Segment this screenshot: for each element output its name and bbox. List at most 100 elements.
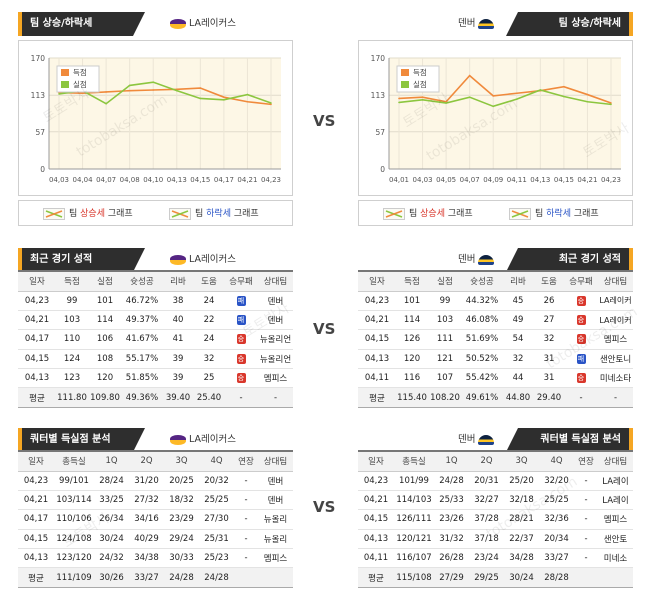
table-cell: 33/25 bbox=[94, 490, 129, 511]
table-cell: 28/21 bbox=[504, 509, 539, 530]
x-tick-label: 04,23 bbox=[261, 176, 281, 184]
table-cell: 31/20 bbox=[129, 471, 164, 491]
table-cell: 26 bbox=[534, 291, 564, 311]
up-trend-graph-icon bbox=[383, 207, 405, 220]
table-cell: 32 bbox=[194, 349, 224, 370]
table-cell: - bbox=[234, 548, 258, 569]
win-badge-icon: 승 bbox=[576, 295, 586, 306]
data-point bbox=[270, 102, 272, 104]
up-trend-legend: 팀 상승세 그래프 bbox=[383, 207, 473, 221]
column-header: 2Q bbox=[469, 450, 504, 472]
table-cell: 31 bbox=[534, 368, 564, 389]
table-cell: 30/26 bbox=[94, 567, 129, 588]
table-cell: 115.40 bbox=[396, 387, 428, 408]
y-tick-label: 57 bbox=[375, 128, 385, 137]
average-row: 평균 111/109 30/26 33/27 24/28 24/28 bbox=[18, 567, 293, 588]
table-cell: 116/107 bbox=[394, 548, 434, 569]
table-cell bbox=[574, 567, 598, 588]
quarter-header-left: 쿼터별 득실점 분석 LA레이커스 bbox=[18, 428, 293, 452]
table-cell: 승 bbox=[564, 368, 598, 389]
table-cell: 승 bbox=[564, 329, 598, 350]
table-cell: 승 bbox=[224, 368, 258, 389]
x-tick-label: 04,07 bbox=[460, 176, 480, 184]
table-cell: 29.40 bbox=[534, 387, 564, 408]
table-cell: 25.40 bbox=[194, 387, 224, 408]
table-cell: LA레이 bbox=[598, 490, 633, 511]
table-row: 04,23 99 101 46.72% 38 24 패 덴버 bbox=[18, 291, 293, 311]
table-cell: 25/25 bbox=[199, 490, 234, 511]
table-cell: 99/101 bbox=[54, 471, 94, 491]
table-cell: 패 bbox=[224, 310, 258, 331]
table-cell: 뉴올리언 bbox=[258, 329, 293, 350]
win-badge-icon: 승 bbox=[236, 353, 246, 364]
table-cell: 116 bbox=[396, 368, 428, 389]
table-cell: 평균 bbox=[18, 567, 54, 588]
data-point bbox=[563, 85, 565, 88]
table-cell: 49.61% bbox=[462, 387, 502, 408]
table-row: 04,21 114/103 25/33 32/27 32/18 25/25- LA레이 bbox=[358, 490, 633, 511]
chart-panel-left: 170 113 57 0 04,03 04,04 04,07 04,08 04,10 04,13 0… bbox=[18, 40, 293, 196]
table-row: 04,15 124/108 30/24 40/29 29/24 25/31- 뉴올리 bbox=[18, 529, 293, 550]
legend-swatch bbox=[61, 81, 69, 88]
table-cell: 25/20 bbox=[504, 471, 539, 491]
table-cell: 41 bbox=[162, 329, 194, 350]
table-cell: 25/25 bbox=[539, 490, 574, 511]
x-tick-label: 04,08 bbox=[120, 176, 140, 184]
data-point bbox=[563, 95, 565, 98]
data-point bbox=[610, 103, 612, 106]
table-cell: 30/24 bbox=[94, 529, 129, 550]
quarter-table-lakers: 일자 총득실 1Q 2Q 3Q 4Q 연장 상대팀 04,23 99/101 28/24 31/20… bbox=[18, 450, 293, 588]
table-cell: 20/34 bbox=[539, 529, 574, 550]
x-tick-label: 04,07 bbox=[96, 176, 116, 184]
table-cell: 50.52% bbox=[462, 349, 502, 370]
data-point bbox=[105, 91, 107, 93]
column-header: 3Q bbox=[164, 450, 199, 472]
data-point bbox=[515, 98, 518, 100]
average-row: 평균 111.80 109.80 49.36% 39.40 25.40- - bbox=[18, 387, 293, 408]
up-trend-legend: 팀 상승세 그래프 bbox=[43, 207, 133, 221]
x-tick-label: 04,01 bbox=[389, 176, 409, 184]
table-cell: - bbox=[234, 490, 258, 511]
series-line-score bbox=[58, 87, 272, 106]
table-cell: 123 bbox=[56, 368, 88, 389]
table-cell: 23/29 bbox=[164, 509, 199, 530]
data-point bbox=[468, 96, 471, 98]
table-cell: 27/30 bbox=[199, 509, 234, 530]
table-cell: 23/26 bbox=[434, 509, 469, 530]
table-row: 04,13 120/121 31/32 37/18 22/37 20/34- 샌안토 bbox=[358, 529, 633, 550]
table-cell: 124/108 bbox=[54, 529, 94, 550]
y-tick-label: 57 bbox=[35, 128, 45, 137]
table-cell: 25/23 bbox=[199, 548, 234, 569]
loss-badge-icon: 패 bbox=[236, 295, 246, 306]
win-badge-icon: 승 bbox=[576, 373, 586, 384]
table-cell: - bbox=[234, 471, 258, 491]
table-cell: 49.37% bbox=[122, 310, 162, 331]
table-cell: 패 bbox=[564, 349, 598, 370]
table-cell: 뉴올리 bbox=[258, 529, 293, 550]
column-header: 실점 bbox=[88, 270, 122, 292]
legend-prefix: 팀 bbox=[69, 209, 81, 219]
table-cell: 26/28 bbox=[434, 548, 469, 569]
win-badge-icon: 승 bbox=[576, 334, 586, 345]
table-cell: 26/34 bbox=[94, 509, 129, 530]
table-cell: 23/24 bbox=[469, 548, 504, 569]
vs-label: VS bbox=[313, 320, 336, 338]
table-cell: 126 bbox=[396, 329, 428, 350]
column-header: 도움 bbox=[194, 270, 224, 292]
table-cell: - bbox=[574, 471, 598, 491]
x-tick-label: 04,05 bbox=[436, 176, 456, 184]
table-cell: - bbox=[258, 387, 293, 408]
table-cell: 04,17 bbox=[18, 509, 54, 530]
team-name: LA레이커스 bbox=[189, 18, 236, 29]
recent-record-table-denver: 일자 득점 실점 슛성공 리바 도움 승무패 상대팀 04,23 101 99 44.32% 45 26… bbox=[358, 270, 633, 408]
team-lakers-label: LA레이커스 bbox=[170, 248, 236, 272]
table-cell: 24/28 bbox=[199, 567, 234, 588]
table-cell: 46.72% bbox=[122, 291, 162, 311]
legend-suffix: 그래프 bbox=[445, 209, 473, 219]
trend-legend-left: 팀 상승세 그래프 팀 하락세 그래프 bbox=[18, 200, 293, 226]
table-cell bbox=[234, 567, 258, 588]
table-cell: - bbox=[574, 548, 598, 569]
column-header: 1Q bbox=[94, 450, 129, 472]
